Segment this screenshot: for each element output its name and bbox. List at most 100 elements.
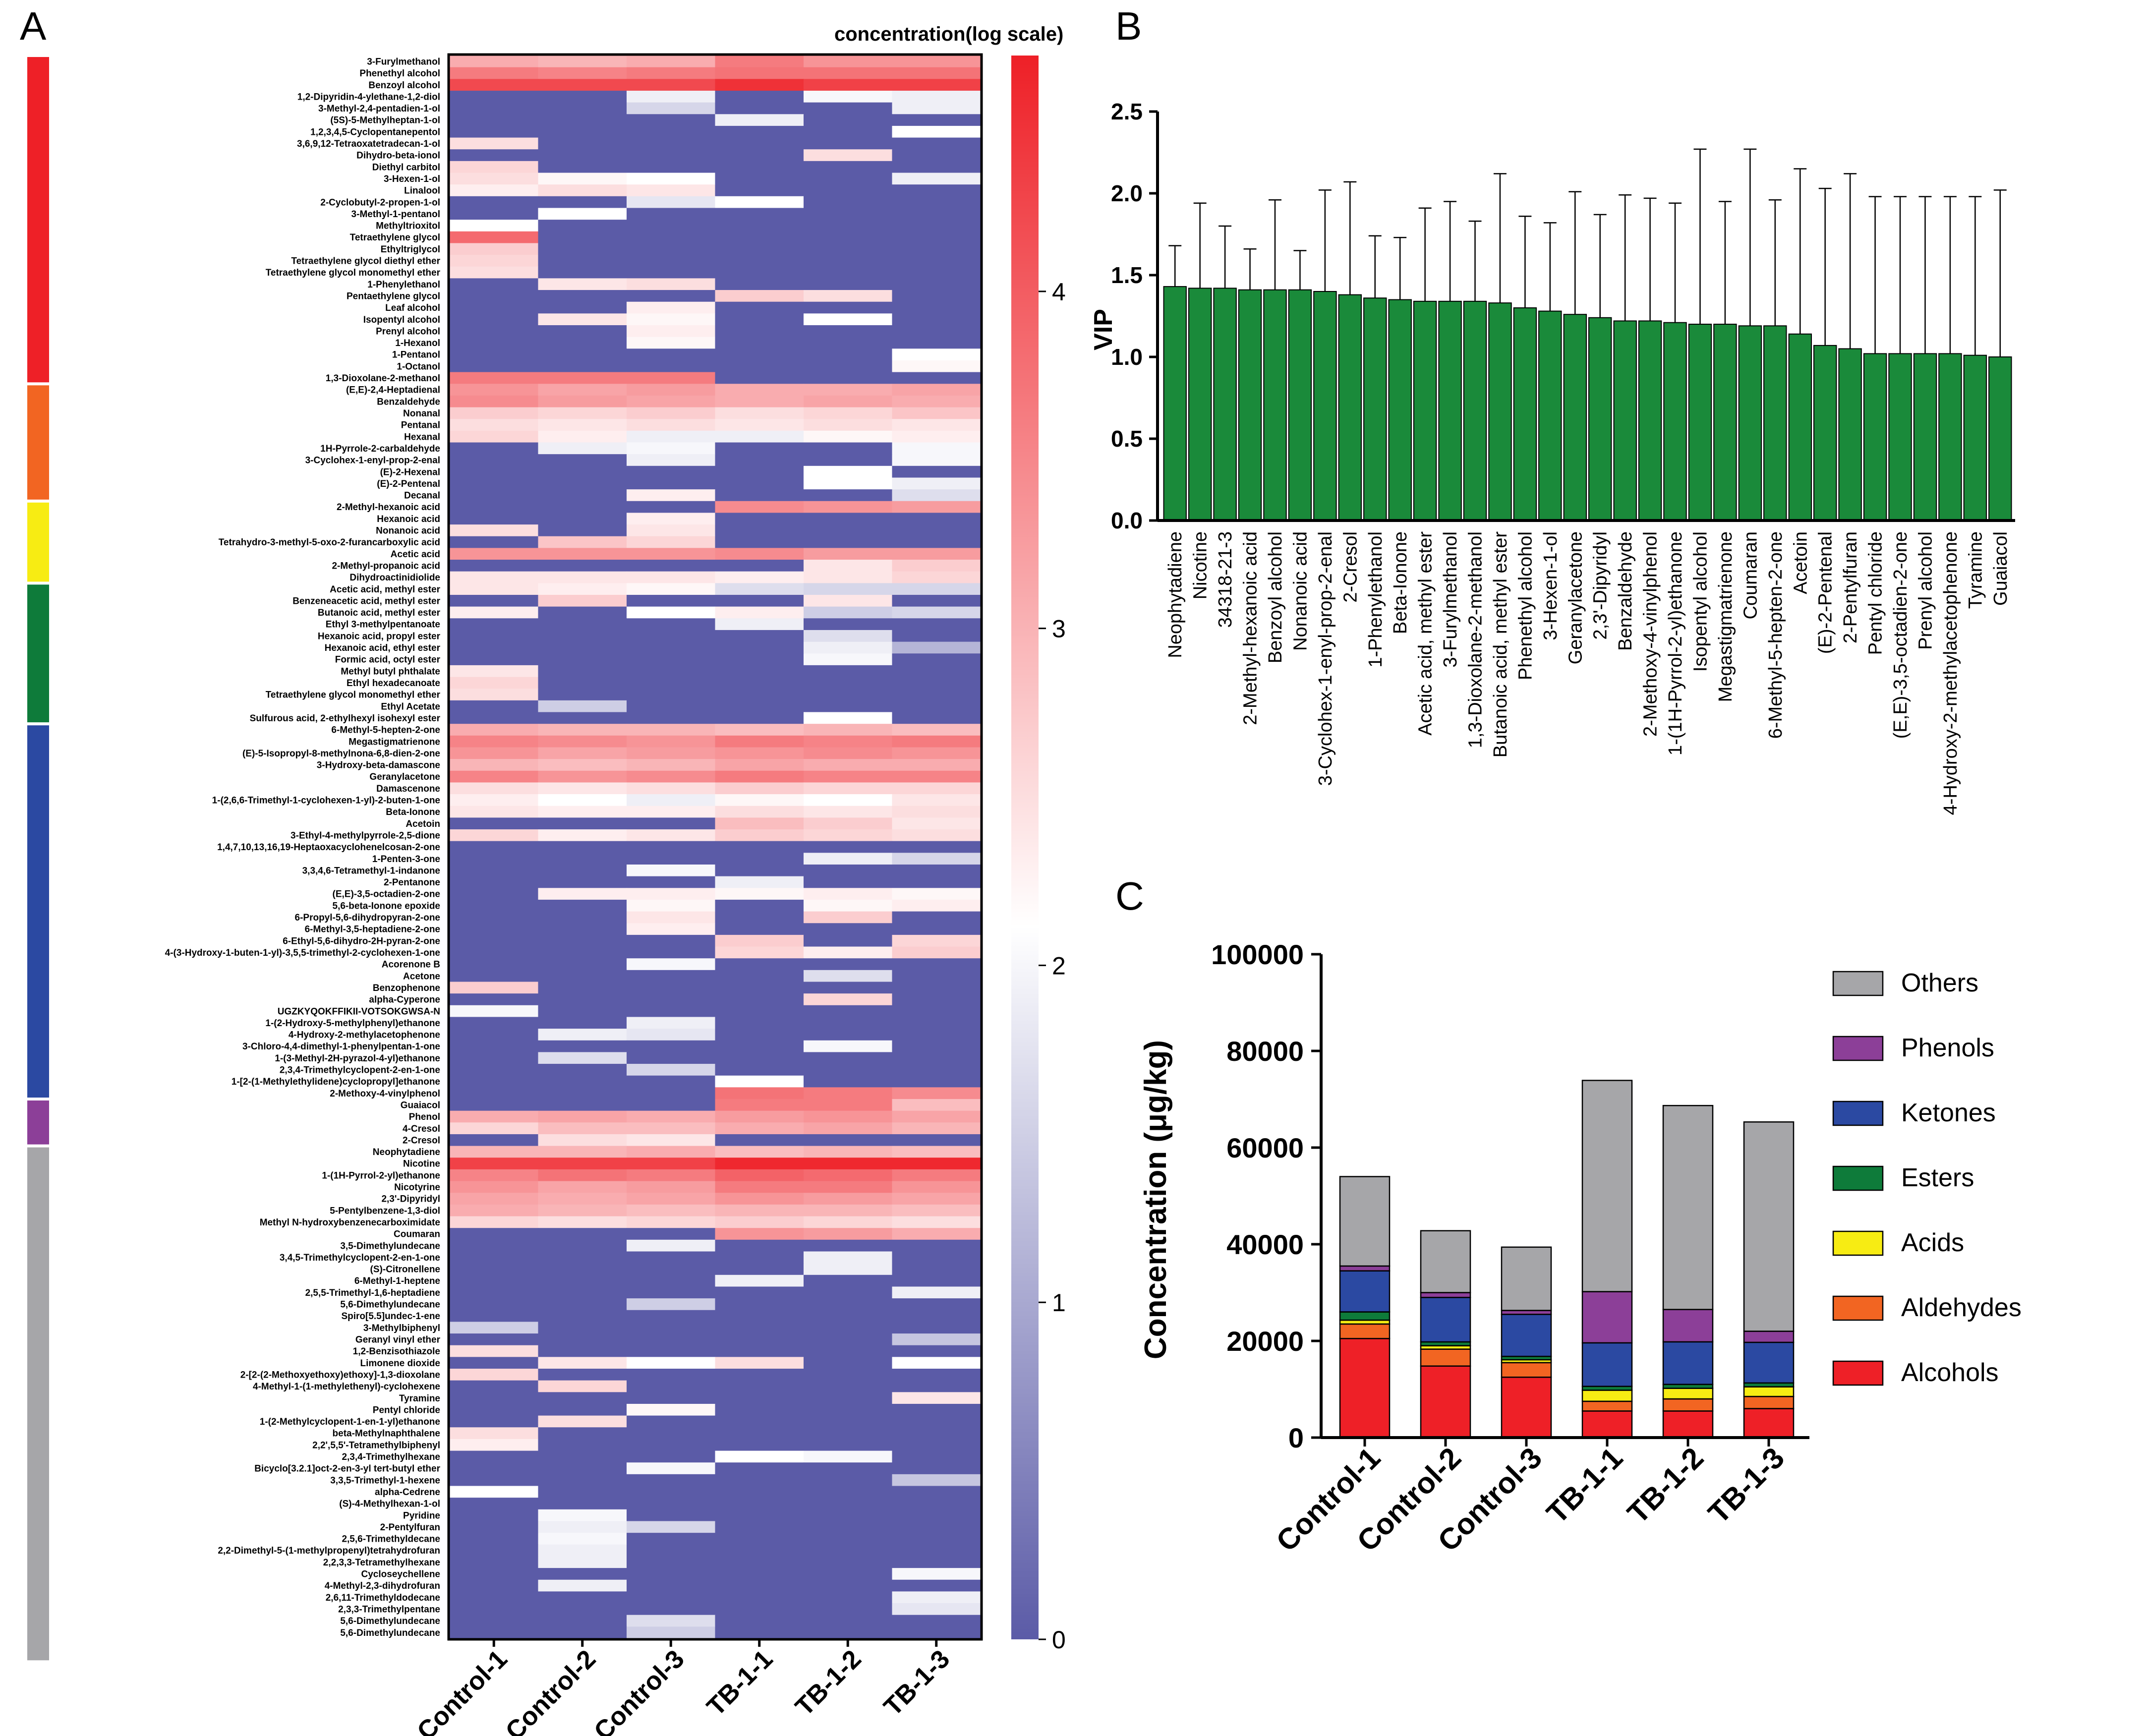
- heatmap-row-label: 1,4,7,10,13,16,19-Heptaoxacyclohenelcosa…: [217, 842, 440, 853]
- heatmap-cell: [892, 982, 981, 994]
- heatmap-cell: [450, 1427, 539, 1440]
- heatmap-cell: [804, 1181, 893, 1193]
- stack-ytick-label: 60000: [1226, 1132, 1304, 1163]
- heatmap-cell: [892, 1509, 981, 1522]
- heatmap-cell: [538, 1380, 627, 1392]
- heatmap-cell: [627, 1556, 716, 1568]
- heatmap-cell: [627, 1040, 716, 1053]
- heatmap-cell: [715, 1064, 804, 1076]
- heatmap-cell: [627, 184, 716, 197]
- heatmap-cell: [804, 1357, 893, 1369]
- heatmap-cell: [715, 114, 804, 126]
- heatmap-cell: [892, 348, 981, 361]
- heatmap-cell: [715, 1181, 804, 1193]
- heatmap-cell: [804, 594, 893, 607]
- heatmap-cell: [715, 278, 804, 290]
- heatmap-cell: [538, 606, 627, 619]
- heatmap-cell: [627, 1017, 716, 1029]
- heatmap-row-label: 1-(1H-Pyrrol-2-yl)ethanone: [322, 1170, 440, 1181]
- heatmap-cell: [538, 1533, 627, 1545]
- heatmap-cell: [538, 946, 627, 959]
- heatmap-cell: [450, 899, 539, 912]
- vip-x-label: 2-Cresol: [1340, 531, 1361, 603]
- heatmap-cell: [538, 536, 627, 548]
- legend-label: Acids: [1901, 1228, 1964, 1257]
- heatmap-cell: [627, 1345, 716, 1357]
- heatmap-cell: [538, 90, 627, 103]
- heatmap-cell: [715, 970, 804, 983]
- heatmap-cell: [892, 1603, 981, 1616]
- heatmap-cell: [715, 923, 804, 935]
- heatmap-cell: [892, 1099, 981, 1111]
- heatmap-cell: [715, 173, 804, 185]
- heatmap-cell: [804, 982, 893, 994]
- heatmap-cell: [715, 735, 804, 748]
- heatmap-cell: [892, 899, 981, 912]
- heatmap-cell: [715, 1439, 804, 1451]
- heatmap-cell: [892, 853, 981, 865]
- vip-x-label: Butanoic acid, methyl ester: [1490, 531, 1511, 758]
- heatmap-cell: [804, 1521, 893, 1533]
- heatmap-cell: [804, 395, 893, 408]
- heatmap-cell: [538, 911, 627, 924]
- heatmap-row-label: Acetic acid: [391, 549, 440, 560]
- heatmap-cell: [804, 1005, 893, 1018]
- heatmap-cell: [627, 1533, 716, 1545]
- vip-bar: [1438, 300, 1462, 521]
- vip-bar: [1463, 300, 1487, 521]
- heatmap-cell: [715, 196, 804, 209]
- heatmap-cell: [450, 1521, 539, 1533]
- heatmap-cell: [450, 1310, 539, 1322]
- heatmap-cell: [892, 149, 981, 162]
- heatmap-row-label: 5,6-Dimethylundecane: [340, 1616, 440, 1626]
- heatmap-cell: [538, 137, 627, 150]
- heatmap-cell: [715, 220, 804, 232]
- heatmap-cell: [627, 360, 716, 373]
- heatmap-row-label: Pyridine: [403, 1510, 440, 1521]
- heatmap-cell: [538, 1521, 627, 1533]
- heatmap-cell: [804, 1533, 893, 1545]
- heatmap-cell: [627, 677, 716, 689]
- heatmap-row-label: 5,6-beta-Ionone epoxide: [333, 901, 440, 911]
- heatmap-cell: [450, 841, 539, 853]
- heatmap-cell: [627, 67, 716, 79]
- heatmap-cell: [627, 911, 716, 924]
- heatmap-row-label: (S)-4-Methylhexan-1-ol: [339, 1499, 440, 1509]
- heatmap-cell: [892, 1568, 981, 1580]
- heatmap-cell: [804, 1626, 893, 1639]
- heatmap-cell: [450, 477, 539, 490]
- stack-bars: [1339, 1080, 1795, 1439]
- heatmap-row-label: Acetone: [403, 971, 440, 982]
- heatmap-cell: [892, 923, 981, 935]
- heatmap-cell: [450, 1017, 539, 1029]
- legend-swatch: [1832, 971, 1884, 996]
- heatmap-cell: [450, 1146, 539, 1158]
- heatmap-cell: [538, 489, 627, 502]
- heatmap-row-label: Limonene dioxide: [360, 1358, 440, 1369]
- legend-label: Ketones: [1901, 1099, 1996, 1127]
- heatmap-cell: [715, 419, 804, 431]
- heatmap-row-label: Tetrahydro-3-methyl-5-oxo-2-furancarboxy…: [219, 537, 440, 548]
- heatmap-cell: [627, 1568, 716, 1580]
- heatmap-cell: [450, 79, 539, 91]
- heatmap-cell: [627, 794, 716, 807]
- heatmap-row-label: 1-(3-Methyl-2H-pyrazol-4-yl)ethanone: [275, 1053, 440, 1064]
- heatmap-row-label: 2-Cyclobutyl-2-propen-1-ol: [320, 197, 440, 208]
- heatmap-cell: [715, 653, 804, 666]
- heatmap-cell: [804, 102, 893, 115]
- heatmap-row-label: Spiro[5.5]undec-1-ene: [341, 1311, 440, 1322]
- vip-x-label: 1-(1H-Pyrrol-2-yl)ethanone: [1665, 531, 1686, 755]
- heatmap-cell: [804, 290, 893, 302]
- heatmap-cell: [892, 641, 981, 654]
- heatmap-cell: [715, 102, 804, 115]
- heatmap-cell: [627, 1052, 716, 1064]
- heatmap-cell: [627, 501, 716, 514]
- heatmap-row-label: Guaiacol: [401, 1100, 440, 1110]
- heatmap-cell: [627, 1029, 716, 1041]
- heatmap-cell: [538, 653, 627, 666]
- heatmap-row-label: Methyl butyl phthalate: [341, 666, 440, 677]
- heatmap-cell: [804, 1263, 893, 1275]
- vip-bars: [1163, 286, 2012, 521]
